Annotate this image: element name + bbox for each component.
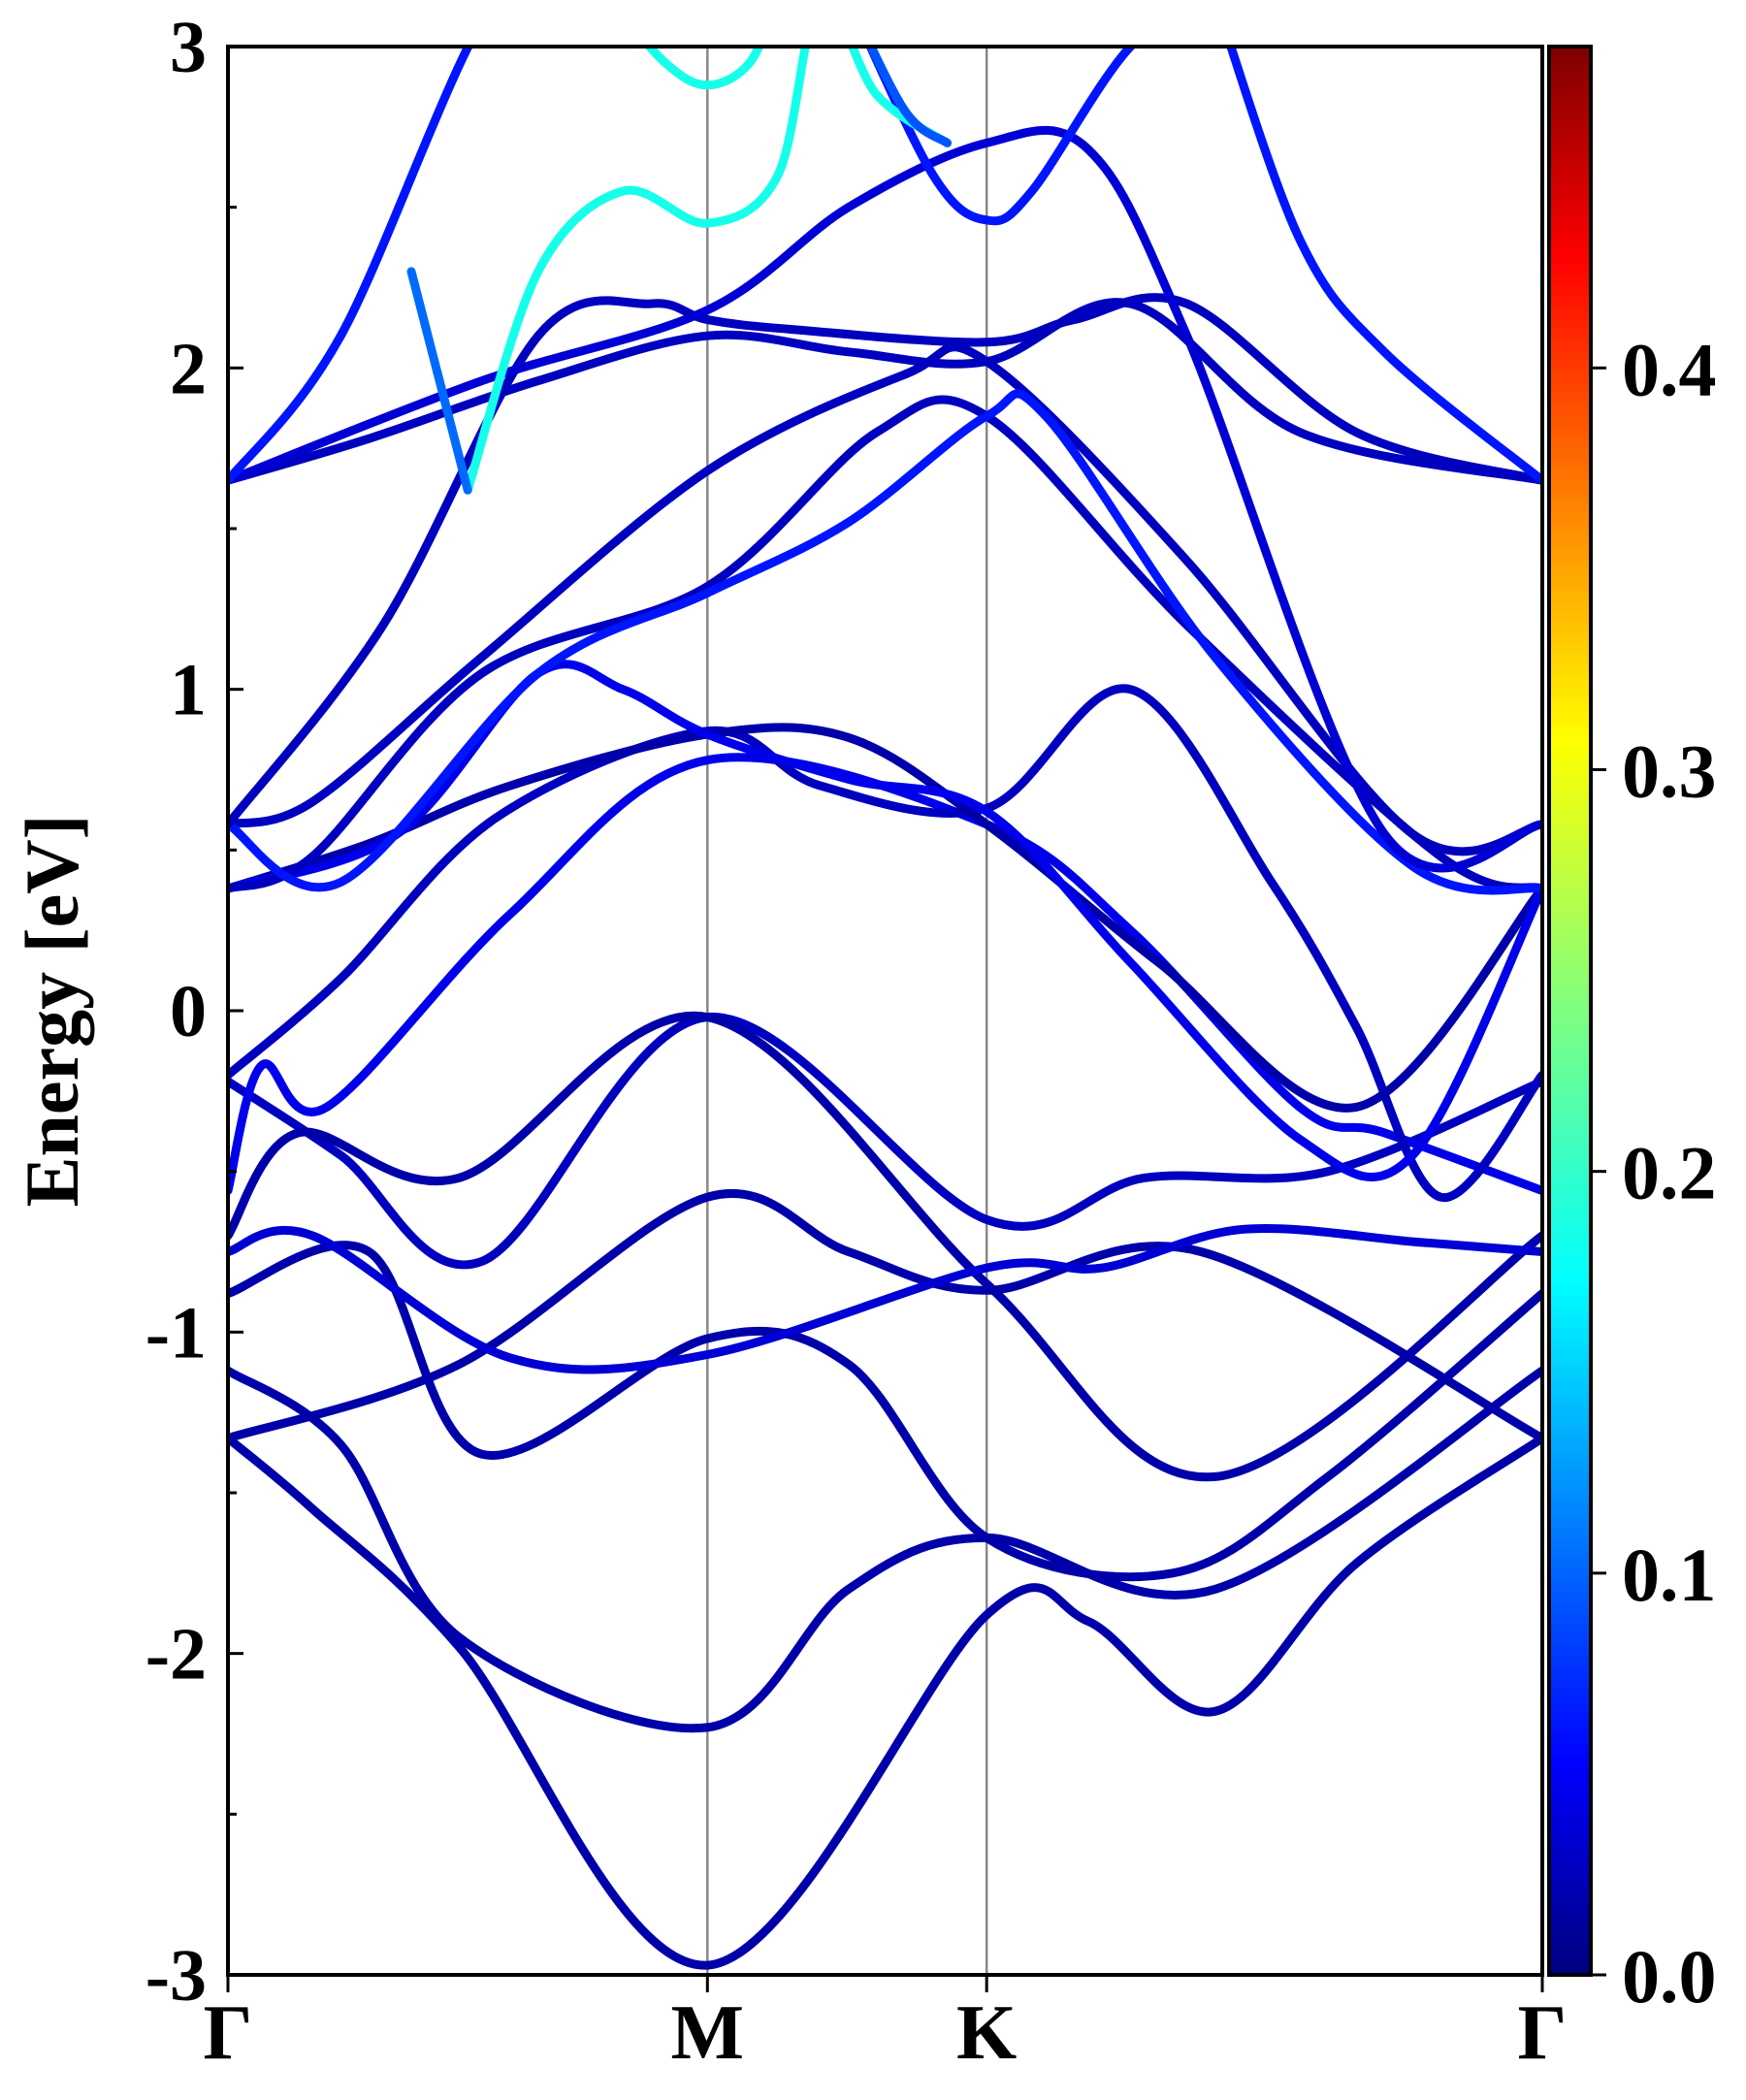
x-tick-label: K — [956, 1990, 1017, 2076]
colorbar-tick-label: 0.3 — [1622, 729, 1717, 814]
band-line — [228, 293, 1542, 829]
high-symmetry-lines — [706, 47, 988, 1975]
band-line — [228, 125, 1542, 873]
band-line — [228, 1223, 1542, 1374]
band-lines — [228, 47, 1542, 1970]
band-line — [228, 684, 1542, 1202]
colorbar-ticks: 0.0 0.1 0.2 0.3 0.4 — [1591, 327, 1717, 2019]
band-line — [1226, 47, 1542, 485]
band-line — [228, 1013, 1542, 1270]
y-tick-label: 2 — [170, 328, 207, 409]
y-tick-label: -3 — [146, 1935, 207, 2017]
band-line — [228, 723, 1542, 1113]
band-line — [406, 267, 472, 495]
plot-area: -3 -2 -1 0 1 2 3 Γ M K Γ Energy [eV] — [10, 7, 1568, 2076]
band-line — [228, 660, 1542, 1182]
colorbar-tick-label: 0.1 — [1622, 1533, 1717, 1617]
band-line — [228, 47, 473, 485]
colorbar-tick-label: 0.2 — [1622, 1131, 1717, 1215]
band-line — [228, 1434, 1542, 1970]
colorbar: 0.0 0.1 0.2 0.3 0.4 — [1547, 45, 1717, 2019]
band-line — [228, 389, 1542, 895]
y-tick-label: -2 — [146, 1614, 207, 1696]
band-line — [228, 1011, 1542, 1482]
band-line — [228, 1241, 1542, 1582]
x-tick-label: Γ — [204, 1990, 253, 2076]
band-line — [228, 1188, 1542, 1443]
x-tick-label: Γ — [1518, 1990, 1568, 2076]
colorbar-tick-label: 0.0 — [1622, 1934, 1717, 2019]
band-line — [228, 298, 1542, 485]
x-tick-label: M — [671, 1990, 745, 2076]
y-tick-label: 0 — [170, 971, 207, 1052]
y-tick-label: -1 — [146, 1292, 207, 1373]
band-line — [463, 47, 952, 495]
y-tick-label: 3 — [170, 7, 207, 88]
band-line — [643, 47, 764, 90]
band-line — [866, 47, 952, 147]
band-line — [228, 395, 1542, 893]
y-tick-label: 1 — [170, 650, 207, 731]
colorbar-gradient — [1547, 45, 1593, 1977]
y-axis-ticks: -3 -2 -1 0 1 2 3 — [146, 7, 243, 2017]
colorbar-tick-label: 0.4 — [1622, 327, 1717, 411]
y-axis-label: Energy [eV] — [10, 814, 94, 1207]
band-line — [228, 1366, 1542, 1733]
